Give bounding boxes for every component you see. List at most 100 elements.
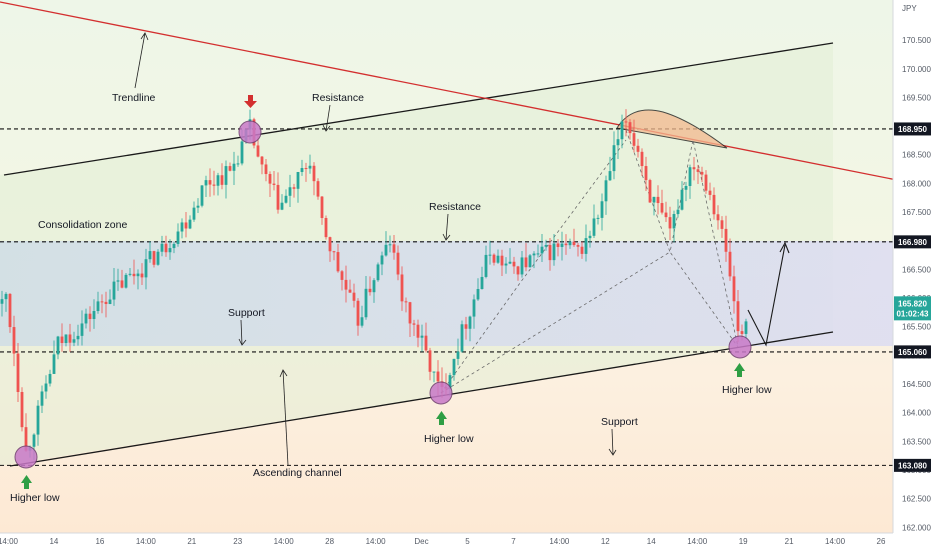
candle-body (140, 273, 144, 278)
x-tick-label: 14:00 (366, 537, 387, 546)
candle-body (320, 196, 324, 219)
candle-body (116, 280, 120, 282)
support-mid-label: Support (228, 307, 265, 319)
candle-body (60, 336, 64, 344)
candle-body (296, 171, 300, 189)
candle-body (208, 180, 212, 185)
y-tick-label: 164.000 (902, 409, 931, 418)
candle-body (460, 324, 464, 352)
candle-body (348, 289, 352, 293)
candle-body (216, 175, 220, 186)
candle-body (548, 245, 552, 261)
x-tick-label: 14 (49, 537, 58, 546)
resistance-top-label: Resistance (312, 92, 364, 104)
candle-body (340, 271, 344, 280)
candle-body (292, 187, 296, 189)
candle-body (576, 245, 580, 247)
candle-body (492, 254, 496, 263)
candle-body (72, 339, 76, 343)
candle-body (328, 237, 332, 252)
candle-body (656, 196, 660, 204)
candle-body (268, 174, 272, 184)
candle-body (676, 209, 680, 215)
x-tick-label: 12 (601, 537, 610, 546)
candle-body (40, 391, 44, 406)
candle-body (232, 163, 236, 171)
candle-body (384, 244, 388, 256)
candle-body (56, 336, 60, 355)
y-tick-label: 168.000 (902, 179, 931, 188)
candle-body (468, 316, 472, 329)
y-tick-label: 162.500 (902, 495, 931, 504)
candle-body (108, 299, 112, 305)
x-tick-label: 21 (785, 537, 794, 546)
candle-body (428, 350, 432, 372)
candle-body (356, 300, 360, 326)
candle-body (88, 313, 92, 320)
candle-body (236, 163, 240, 165)
marker-circle (14, 445, 38, 469)
candle-body (592, 218, 596, 236)
candle-body (704, 174, 708, 191)
candle-body (200, 185, 204, 206)
candle-body (272, 183, 276, 185)
candle-body (624, 121, 628, 123)
time-axis[interactable] (0, 533, 893, 550)
marker-circle (238, 120, 262, 144)
candle-body (256, 145, 260, 157)
candle-body (620, 121, 624, 140)
price-tag-label: 163.080 (898, 461, 927, 470)
ascending-channel-label: Ascending channel (253, 467, 342, 479)
x-tick-label: 26 (877, 537, 886, 546)
candle-body (672, 214, 676, 229)
y-tick-label: 163.500 (902, 437, 931, 446)
candle-body (12, 327, 16, 354)
candle-body (520, 257, 524, 275)
candle-body (364, 288, 368, 318)
higher-low-label-2: Higher low (424, 433, 474, 445)
candle-body (0, 299, 4, 304)
candle-body (300, 168, 304, 172)
candle-body (44, 383, 48, 392)
candle-body (648, 180, 652, 203)
candle-body (16, 353, 20, 393)
candle-body (8, 293, 12, 328)
candle-body (372, 280, 376, 293)
candle-body (632, 133, 636, 146)
candle-body (700, 171, 704, 175)
price-tag (894, 458, 931, 472)
candle-body (680, 189, 684, 210)
candle-body (68, 334, 72, 343)
arc-highlight (616, 109, 728, 149)
x-tick-label: 14:00 (0, 537, 19, 546)
candle-body (284, 195, 288, 203)
candles (0, 109, 748, 460)
current-price-value: 165.820 (898, 299, 927, 308)
consolidation-label: Consolidation zone (38, 219, 127, 231)
candle-body (504, 263, 508, 266)
candle-body (588, 235, 592, 239)
price-axis[interactable] (893, 0, 932, 550)
candle-body (344, 279, 348, 290)
candle-body (684, 185, 688, 190)
higher-low-label-3: Higher low (722, 384, 772, 396)
candle-body (688, 167, 692, 186)
current-price-countdown: 01:02:43 (896, 309, 929, 318)
candle-body (412, 323, 416, 325)
candle-body (48, 373, 52, 384)
candle-body (24, 427, 28, 451)
candle-body (732, 276, 736, 302)
x-tick-label: 23 (233, 537, 242, 546)
candle-body (104, 301, 108, 305)
candle-body (156, 251, 160, 265)
candle-body (476, 289, 480, 300)
candle-body (532, 253, 536, 256)
trendline-label: Trendline (112, 92, 156, 104)
price-tags: 168.950 166.980 165.060 163.080 165.82001:02… (894, 122, 931, 472)
y-tick-label: 162.000 (902, 523, 931, 532)
x-tick-label: 5 (465, 537, 470, 546)
markers (14, 120, 752, 469)
price-tag-label: 166.980 (898, 238, 927, 247)
candle-body (420, 335, 424, 338)
